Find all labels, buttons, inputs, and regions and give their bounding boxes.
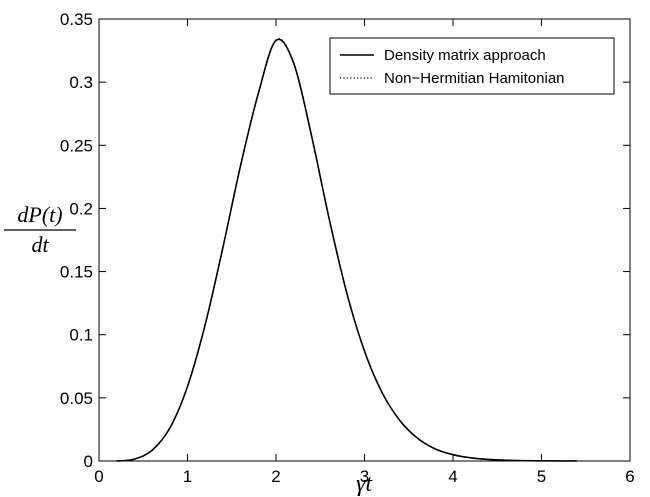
y-axis-label-numerator: dP(t) xyxy=(17,202,62,227)
y-tick-label: 0.2 xyxy=(69,199,93,218)
x-tick-label: 5 xyxy=(537,467,546,486)
x-tick-label: 1 xyxy=(183,467,192,486)
x-tick-label: 0 xyxy=(94,467,103,486)
y-tick-label: 0.25 xyxy=(60,136,93,155)
series-line-non-hermitian xyxy=(116,38,577,462)
y-tick-label: 0.05 xyxy=(60,389,93,408)
x-tick-label: 2 xyxy=(271,467,280,486)
x-tick-label: 4 xyxy=(448,467,457,486)
y-tick-label: 0.15 xyxy=(60,263,93,282)
y-tick-label: 0 xyxy=(84,452,93,471)
legend: Density matrix approach Non−Hermitian Ha… xyxy=(329,37,615,95)
y-tick-label: 0.35 xyxy=(60,10,93,29)
x-tick-label: 6 xyxy=(625,467,634,486)
y-axis-label: dP(t) dt xyxy=(4,202,76,257)
x-axis-label: γt xyxy=(356,471,373,497)
legend-label-density-matrix: Density matrix approach xyxy=(384,47,546,64)
y-tick-label: 0.3 xyxy=(69,73,93,92)
axis-ticks xyxy=(98,18,631,462)
y-tick-label: 0.1 xyxy=(69,326,93,345)
legend-box xyxy=(329,37,615,95)
y-axis-label-denominator: dt xyxy=(31,232,49,257)
series-layer xyxy=(116,38,577,462)
x-tick-label: 3 xyxy=(360,467,369,486)
legend-label-non-hermitian: Non−Hermitian Hamitonian xyxy=(384,70,565,87)
axis-tick-labels: 0 1 2 3 4 5 6 0 0.05 0.1 0.15 0.2 0.25 0.3 0.35 xyxy=(60,10,635,486)
